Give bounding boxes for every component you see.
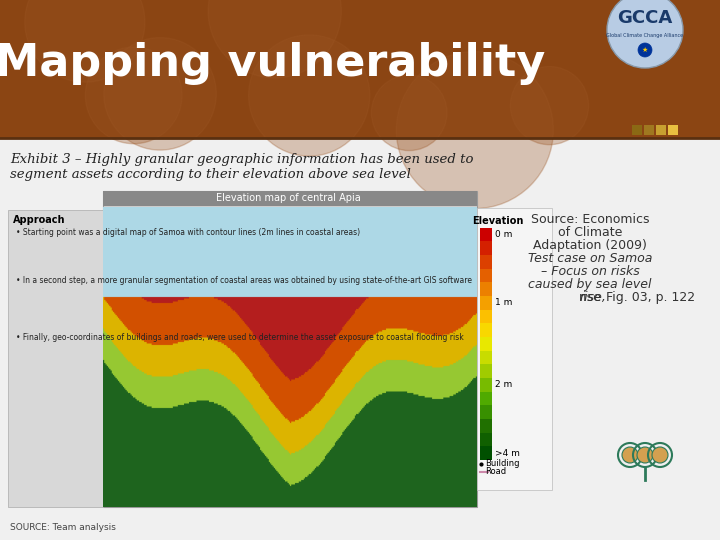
Circle shape bbox=[86, 47, 182, 144]
Bar bbox=[480, 447, 492, 460]
Text: 1 m: 1 m bbox=[495, 299, 513, 307]
Text: Test case on Samoa: Test case on Samoa bbox=[528, 252, 652, 265]
Circle shape bbox=[510, 66, 588, 145]
Text: Source: Economics: Source: Economics bbox=[531, 213, 649, 226]
Text: Elevation map of central Apia: Elevation map of central Apia bbox=[215, 193, 361, 203]
Circle shape bbox=[652, 447, 668, 463]
Bar bbox=[480, 337, 492, 350]
Circle shape bbox=[607, 0, 683, 68]
Text: Road: Road bbox=[485, 468, 506, 476]
Bar bbox=[480, 241, 492, 255]
Text: Elevation: Elevation bbox=[472, 215, 523, 226]
Bar bbox=[480, 323, 492, 337]
Bar bbox=[103, 191, 477, 507]
Text: 0 m: 0 m bbox=[495, 230, 513, 239]
Text: Mapping vulnerability: Mapping vulnerability bbox=[0, 42, 545, 85]
Text: Building: Building bbox=[485, 460, 520, 469]
Text: Fig. 03, p. 122: Fig. 03, p. 122 bbox=[602, 291, 695, 303]
Circle shape bbox=[248, 35, 370, 156]
Bar bbox=[480, 392, 492, 406]
Circle shape bbox=[104, 38, 216, 150]
Bar bbox=[0, 138, 720, 540]
Bar bbox=[480, 228, 492, 241]
Bar bbox=[103, 191, 477, 206]
Bar bbox=[0, 0, 720, 138]
Bar bbox=[480, 378, 492, 392]
Bar bbox=[8, 210, 103, 507]
Text: Adaptation (2009): Adaptation (2009) bbox=[533, 239, 647, 252]
Text: Exhibit 3 – Highly granular geographic information has been used to
segment asse: Exhibit 3 – Highly granular geographic i… bbox=[10, 153, 474, 181]
Text: ★: ★ bbox=[642, 47, 648, 53]
Circle shape bbox=[637, 447, 653, 463]
Circle shape bbox=[372, 75, 447, 151]
Bar bbox=[480, 406, 492, 419]
Text: Approach: Approach bbox=[13, 215, 66, 225]
Text: SOURCE: Team analysis: SOURCE: Team analysis bbox=[10, 523, 116, 532]
Bar bbox=[480, 419, 492, 433]
Text: caused by sea level: caused by sea level bbox=[528, 278, 652, 291]
Text: GCCA: GCCA bbox=[617, 9, 672, 27]
Bar bbox=[480, 255, 492, 269]
Text: >4 m: >4 m bbox=[495, 449, 520, 458]
Bar bbox=[480, 282, 492, 296]
Bar bbox=[644, 125, 654, 134]
Bar bbox=[480, 269, 492, 282]
Text: rise,: rise, bbox=[580, 291, 607, 303]
Bar bbox=[480, 433, 492, 447]
Bar bbox=[480, 364, 492, 378]
Circle shape bbox=[396, 52, 554, 208]
Text: • In a second step, a more granular segmentation of coastal areas was obtained b: • In a second step, a more granular segm… bbox=[16, 276, 472, 285]
Bar bbox=[477, 208, 552, 490]
Circle shape bbox=[622, 447, 638, 463]
Bar bbox=[668, 125, 678, 134]
Text: • Finally, geo-coordinates of buildings and roads, were used to determine the as: • Finally, geo-coordinates of buildings … bbox=[16, 333, 464, 342]
Bar bbox=[632, 125, 642, 134]
Text: Global Climate Change Alliance: Global Climate Change Alliance bbox=[606, 33, 683, 38]
Bar bbox=[656, 125, 666, 134]
Bar bbox=[480, 296, 492, 309]
Text: – Focus on risks: – Focus on risks bbox=[541, 265, 639, 278]
Circle shape bbox=[638, 43, 652, 57]
Text: rise: rise bbox=[579, 291, 601, 303]
Text: 2 m: 2 m bbox=[495, 380, 512, 389]
Circle shape bbox=[24, 0, 145, 82]
Text: • Starting point was a digital map of Samoa with contour lines (2m lines in coas: • Starting point was a digital map of Sa… bbox=[16, 228, 360, 237]
Bar bbox=[480, 350, 492, 365]
Circle shape bbox=[208, 0, 341, 78]
Text: of Climate: of Climate bbox=[558, 226, 622, 239]
Bar bbox=[480, 309, 492, 323]
